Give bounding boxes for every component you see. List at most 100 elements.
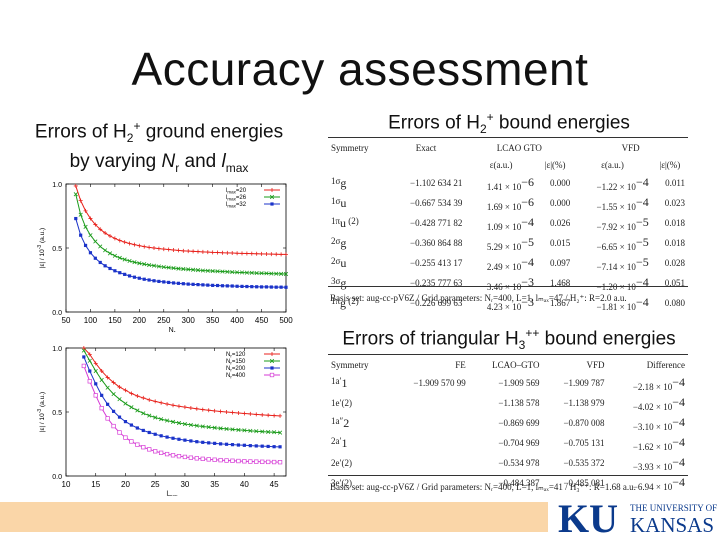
logo-mark: KU xyxy=(558,496,618,540)
data-point xyxy=(122,240,127,245)
y-tick-label: 0.5 xyxy=(52,246,62,253)
data-point xyxy=(254,251,259,256)
x-tick-label: 50 xyxy=(62,316,71,325)
data-point xyxy=(117,238,122,243)
data-point xyxy=(277,460,283,465)
data-point xyxy=(195,440,199,444)
data-point xyxy=(111,391,116,397)
table-cell: −1.138 578 xyxy=(498,398,540,408)
data-point xyxy=(117,397,122,402)
data-point xyxy=(274,271,279,276)
data-point xyxy=(87,358,92,363)
table-cell xyxy=(328,156,387,173)
legend-entry: lmax=20 xyxy=(226,188,247,195)
data-point xyxy=(87,379,92,384)
data-point xyxy=(156,264,161,269)
table-cell: VFD xyxy=(621,142,640,153)
data-point xyxy=(93,361,98,366)
data-point xyxy=(244,270,249,275)
table-cell: 0.000 xyxy=(549,178,571,188)
table-cell: −0.255 413 17 xyxy=(410,258,463,268)
data-point xyxy=(236,427,241,433)
data-point xyxy=(259,251,264,256)
table-header-row: Symmetry FE LCAO–GTO VFD Difference xyxy=(328,356,688,373)
left-heading-l-sub: max xyxy=(225,160,249,175)
data-point xyxy=(200,407,205,412)
table2: Symmetry FE LCAO–GTO VFD Difference 1a′1 −1.90… xyxy=(328,356,688,493)
legend-entry: lmax=26 xyxy=(226,195,247,202)
table-cell: 5.29 × 10−5 xyxy=(486,234,534,252)
data-point xyxy=(79,233,83,237)
data-point xyxy=(153,399,158,404)
data-point xyxy=(278,413,283,418)
table-cell: −1.909 787 xyxy=(563,378,605,388)
data-point xyxy=(250,285,254,289)
data-point xyxy=(111,409,116,413)
y-tick-label: 1.0 xyxy=(52,346,62,353)
table-cell: −0.235 777 63 xyxy=(410,278,463,288)
data-point xyxy=(239,270,245,275)
data-point xyxy=(147,413,152,418)
data-point xyxy=(176,454,182,459)
data-point xyxy=(135,408,140,413)
data-point xyxy=(266,459,271,465)
x-tick-label: 200 xyxy=(133,316,147,325)
data-point xyxy=(170,419,176,424)
data-point xyxy=(218,409,223,414)
table-cell: 0.018 xyxy=(664,218,685,228)
data-point xyxy=(112,236,117,241)
data-point xyxy=(181,248,186,253)
data-point xyxy=(201,283,205,287)
data-point xyxy=(141,445,146,450)
data-point xyxy=(87,352,92,357)
data-point xyxy=(225,269,230,274)
data-point xyxy=(284,252,288,257)
data-point xyxy=(159,417,164,422)
table-cell: 0.028 xyxy=(664,258,685,268)
table-cell: −1.102 634 21 xyxy=(410,178,463,188)
data-point xyxy=(117,415,122,419)
table-cell: 1e′(2) xyxy=(331,398,352,408)
table-cell: −0.485 081 xyxy=(563,478,605,488)
table-cell xyxy=(388,413,469,433)
data-point xyxy=(142,277,146,281)
x-tick-label: 100 xyxy=(84,316,98,325)
data-point xyxy=(200,249,205,254)
table-cell: ε(a.u.) xyxy=(489,159,513,170)
table-cell: Exact xyxy=(415,142,437,153)
data-point xyxy=(113,269,117,273)
legend-marker xyxy=(270,366,274,370)
table-row: 1σg −1.102 634 21 1.41 × 10−6 0.000 −1.22 × … xyxy=(328,173,688,193)
x-tick-label: 30 xyxy=(180,480,189,489)
chart-nr-svg: 50 100 150 200 250 300 350 400 450 500 0.0 0.5 1.0 Nr… xyxy=(37,182,293,336)
x-tick-label: 150 xyxy=(108,316,122,325)
series-line xyxy=(83,356,281,448)
data-point xyxy=(279,252,284,257)
data-point xyxy=(176,248,181,253)
table-cell xyxy=(387,156,466,173)
x-tick-label: 450 xyxy=(255,316,269,325)
data-point xyxy=(278,445,282,449)
table-row: 2e′(2) −0.534 978 −0.535 372 −3.93 × 10−4 xyxy=(328,453,688,473)
table1-top-rule xyxy=(328,137,688,138)
footer-band xyxy=(0,502,548,532)
data-point xyxy=(161,247,166,252)
data-point xyxy=(188,455,194,460)
data-point xyxy=(123,435,128,440)
data-point xyxy=(117,385,122,390)
table-cell: ε(a.u.) xyxy=(601,159,624,170)
table-row: 2σg −0.360 864 88 5.29 × 10−5 0.015 −6.65 × … xyxy=(328,233,688,253)
left-heading: Errors of H2+ ground energies by varying… xyxy=(14,114,304,180)
data-point xyxy=(93,222,98,227)
data-point xyxy=(81,346,86,350)
data-point xyxy=(132,242,137,247)
data-point xyxy=(254,412,259,417)
table1-heading-text: Errors of H xyxy=(388,112,480,134)
table1-heading: Errors of H2+ bound energies xyxy=(330,110,688,136)
data-point xyxy=(82,355,86,359)
data-point xyxy=(210,268,215,274)
data-point xyxy=(230,284,234,288)
data-point xyxy=(153,415,158,420)
data-point xyxy=(255,285,259,289)
table-header-row: Symmetry Exact LCAO GTO VFD xyxy=(328,139,688,156)
